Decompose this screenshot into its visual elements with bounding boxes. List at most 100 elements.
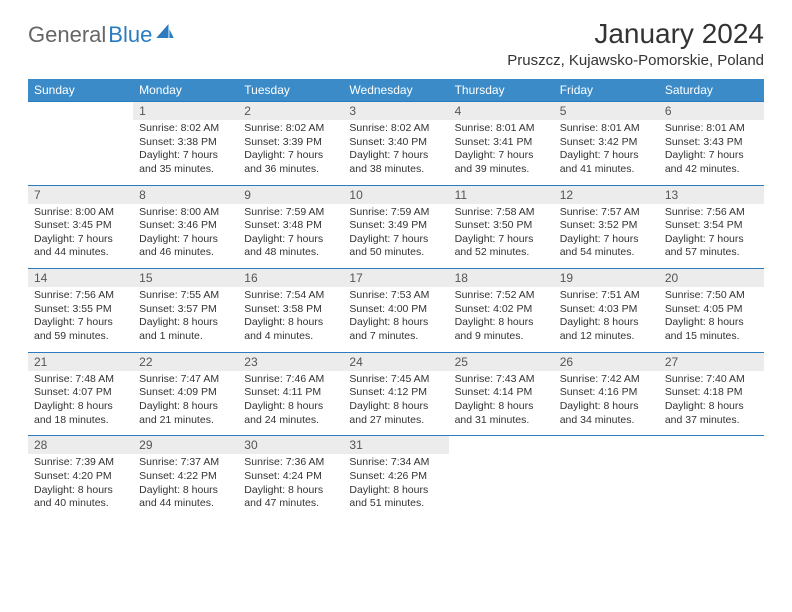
weekday-header: Monday	[133, 79, 238, 102]
day-content: Sunrise: 7:37 AMSunset: 4:22 PMDaylight:…	[133, 454, 238, 519]
day-number: 28	[28, 436, 133, 454]
calendar-day-cell: 14Sunrise: 7:56 AMSunset: 3:55 PMDayligh…	[28, 269, 133, 353]
day-content: Sunrise: 7:48 AMSunset: 4:07 PMDaylight:…	[28, 371, 133, 436]
day-content: Sunrise: 7:59 AMSunset: 3:48 PMDaylight:…	[238, 204, 343, 269]
calendar-day-cell: 20Sunrise: 7:50 AMSunset: 4:05 PMDayligh…	[659, 269, 764, 353]
calendar-day-cell: 29Sunrise: 7:37 AMSunset: 4:22 PMDayligh…	[133, 436, 238, 519]
day-number: 27	[659, 353, 764, 371]
logo-sail-icon	[156, 24, 174, 38]
logo-text-2: Blue	[108, 22, 152, 48]
day-number: 15	[133, 269, 238, 287]
day-content: Sunrise: 7:34 AMSunset: 4:26 PMDaylight:…	[343, 454, 448, 519]
day-number: 10	[343, 186, 448, 204]
calendar-week-row: 14Sunrise: 7:56 AMSunset: 3:55 PMDayligh…	[28, 269, 764, 353]
day-number: 19	[554, 269, 659, 287]
day-content: Sunrise: 7:40 AMSunset: 4:18 PMDaylight:…	[659, 371, 764, 436]
calendar-body: 1Sunrise: 8:02 AMSunset: 3:38 PMDaylight…	[28, 102, 764, 519]
weekday-header: Thursday	[449, 79, 554, 102]
day-content: Sunrise: 8:01 AMSunset: 3:43 PMDaylight:…	[659, 120, 764, 185]
day-content: Sunrise: 7:36 AMSunset: 4:24 PMDaylight:…	[238, 454, 343, 519]
calendar-week-row: 21Sunrise: 7:48 AMSunset: 4:07 PMDayligh…	[28, 352, 764, 436]
day-content: Sunrise: 7:39 AMSunset: 4:20 PMDaylight:…	[28, 454, 133, 519]
calendar-week-row: 7Sunrise: 8:00 AMSunset: 3:45 PMDaylight…	[28, 185, 764, 269]
day-number: 21	[28, 353, 133, 371]
day-number: 12	[554, 186, 659, 204]
calendar-day-cell: 15Sunrise: 7:55 AMSunset: 3:57 PMDayligh…	[133, 269, 238, 353]
day-content: Sunrise: 7:59 AMSunset: 3:49 PMDaylight:…	[343, 204, 448, 269]
day-content: Sunrise: 8:00 AMSunset: 3:46 PMDaylight:…	[133, 204, 238, 269]
day-number: 26	[554, 353, 659, 371]
calendar-day-cell: 25Sunrise: 7:43 AMSunset: 4:14 PMDayligh…	[449, 352, 554, 436]
header: GeneralBlue January 2024 Pruszcz, Kujaws…	[28, 18, 764, 69]
calendar-day-cell: 7Sunrise: 8:00 AMSunset: 3:45 PMDaylight…	[28, 185, 133, 269]
day-number: 7	[28, 186, 133, 204]
day-number: 30	[238, 436, 343, 454]
calendar-week-row: 28Sunrise: 7:39 AMSunset: 4:20 PMDayligh…	[28, 436, 764, 519]
calendar-day-cell	[554, 436, 659, 519]
day-number: 11	[449, 186, 554, 204]
day-content: Sunrise: 7:50 AMSunset: 4:05 PMDaylight:…	[659, 287, 764, 352]
calendar-day-cell: 10Sunrise: 7:59 AMSunset: 3:49 PMDayligh…	[343, 185, 448, 269]
day-content: Sunrise: 7:56 AMSunset: 3:54 PMDaylight:…	[659, 204, 764, 269]
day-content: Sunrise: 7:51 AMSunset: 4:03 PMDaylight:…	[554, 287, 659, 352]
title-block: January 2024 Pruszcz, Kujawsko-Pomorskie…	[507, 18, 764, 69]
day-number: 24	[343, 353, 448, 371]
weekday-header: Wednesday	[343, 79, 448, 102]
weekday-header: Friday	[554, 79, 659, 102]
weekday-header: Sunday	[28, 79, 133, 102]
calendar-day-cell	[449, 436, 554, 519]
day-number: 5	[554, 102, 659, 120]
day-content: Sunrise: 7:43 AMSunset: 4:14 PMDaylight:…	[449, 371, 554, 436]
day-content: Sunrise: 7:58 AMSunset: 3:50 PMDaylight:…	[449, 204, 554, 269]
weekday-header: Tuesday	[238, 79, 343, 102]
calendar-day-cell: 28Sunrise: 7:39 AMSunset: 4:20 PMDayligh…	[28, 436, 133, 519]
day-number: 18	[449, 269, 554, 287]
day-number: 29	[133, 436, 238, 454]
weekday-header-row: SundayMondayTuesdayWednesdayThursdayFrid…	[28, 79, 764, 102]
day-number: 13	[659, 186, 764, 204]
day-content: Sunrise: 7:53 AMSunset: 4:00 PMDaylight:…	[343, 287, 448, 352]
calendar-day-cell: 12Sunrise: 7:57 AMSunset: 3:52 PMDayligh…	[554, 185, 659, 269]
day-content: Sunrise: 7:47 AMSunset: 4:09 PMDaylight:…	[133, 371, 238, 436]
day-number: 6	[659, 102, 764, 120]
day-number: 8	[133, 186, 238, 204]
day-content: Sunrise: 7:42 AMSunset: 4:16 PMDaylight:…	[554, 371, 659, 436]
day-content: Sunrise: 8:00 AMSunset: 3:45 PMDaylight:…	[28, 204, 133, 269]
calendar-day-cell: 2Sunrise: 8:02 AMSunset: 3:39 PMDaylight…	[238, 102, 343, 186]
calendar-day-cell: 8Sunrise: 8:00 AMSunset: 3:46 PMDaylight…	[133, 185, 238, 269]
calendar-day-cell: 17Sunrise: 7:53 AMSunset: 4:00 PMDayligh…	[343, 269, 448, 353]
day-content: Sunrise: 8:02 AMSunset: 3:40 PMDaylight:…	[343, 120, 448, 185]
day-content: Sunrise: 7:54 AMSunset: 3:58 PMDaylight:…	[238, 287, 343, 352]
calendar-day-cell: 24Sunrise: 7:45 AMSunset: 4:12 PMDayligh…	[343, 352, 448, 436]
day-number: 16	[238, 269, 343, 287]
calendar-day-cell: 1Sunrise: 8:02 AMSunset: 3:38 PMDaylight…	[133, 102, 238, 186]
day-number: 25	[449, 353, 554, 371]
day-number: 9	[238, 186, 343, 204]
day-content: Sunrise: 7:57 AMSunset: 3:52 PMDaylight:…	[554, 204, 659, 269]
calendar-day-cell	[659, 436, 764, 519]
calendar-day-cell	[28, 102, 133, 186]
calendar-day-cell: 6Sunrise: 8:01 AMSunset: 3:43 PMDaylight…	[659, 102, 764, 186]
day-content: Sunrise: 8:02 AMSunset: 3:39 PMDaylight:…	[238, 120, 343, 185]
logo: GeneralBlue	[28, 22, 174, 48]
calendar-day-cell: 21Sunrise: 7:48 AMSunset: 4:07 PMDayligh…	[28, 352, 133, 436]
calendar-table: SundayMondayTuesdayWednesdayThursdayFrid…	[28, 79, 764, 519]
day-number: 22	[133, 353, 238, 371]
calendar-week-row: 1Sunrise: 8:02 AMSunset: 3:38 PMDaylight…	[28, 102, 764, 186]
day-content: Sunrise: 7:45 AMSunset: 4:12 PMDaylight:…	[343, 371, 448, 436]
month-title: January 2024	[507, 18, 764, 50]
day-content: Sunrise: 8:02 AMSunset: 3:38 PMDaylight:…	[133, 120, 238, 185]
day-content: Sunrise: 7:46 AMSunset: 4:11 PMDaylight:…	[238, 371, 343, 436]
weekday-header: Saturday	[659, 79, 764, 102]
day-content: Sunrise: 7:55 AMSunset: 3:57 PMDaylight:…	[133, 287, 238, 352]
calendar-day-cell: 27Sunrise: 7:40 AMSunset: 4:18 PMDayligh…	[659, 352, 764, 436]
location: Pruszcz, Kujawsko-Pomorskie, Poland	[507, 52, 764, 69]
calendar-day-cell: 5Sunrise: 8:01 AMSunset: 3:42 PMDaylight…	[554, 102, 659, 186]
calendar-day-cell: 3Sunrise: 8:02 AMSunset: 3:40 PMDaylight…	[343, 102, 448, 186]
calendar-day-cell: 13Sunrise: 7:56 AMSunset: 3:54 PMDayligh…	[659, 185, 764, 269]
day-number: 23	[238, 353, 343, 371]
calendar-day-cell: 9Sunrise: 7:59 AMSunset: 3:48 PMDaylight…	[238, 185, 343, 269]
calendar-day-cell: 23Sunrise: 7:46 AMSunset: 4:11 PMDayligh…	[238, 352, 343, 436]
calendar-day-cell: 18Sunrise: 7:52 AMSunset: 4:02 PMDayligh…	[449, 269, 554, 353]
day-content: Sunrise: 8:01 AMSunset: 3:42 PMDaylight:…	[554, 120, 659, 185]
